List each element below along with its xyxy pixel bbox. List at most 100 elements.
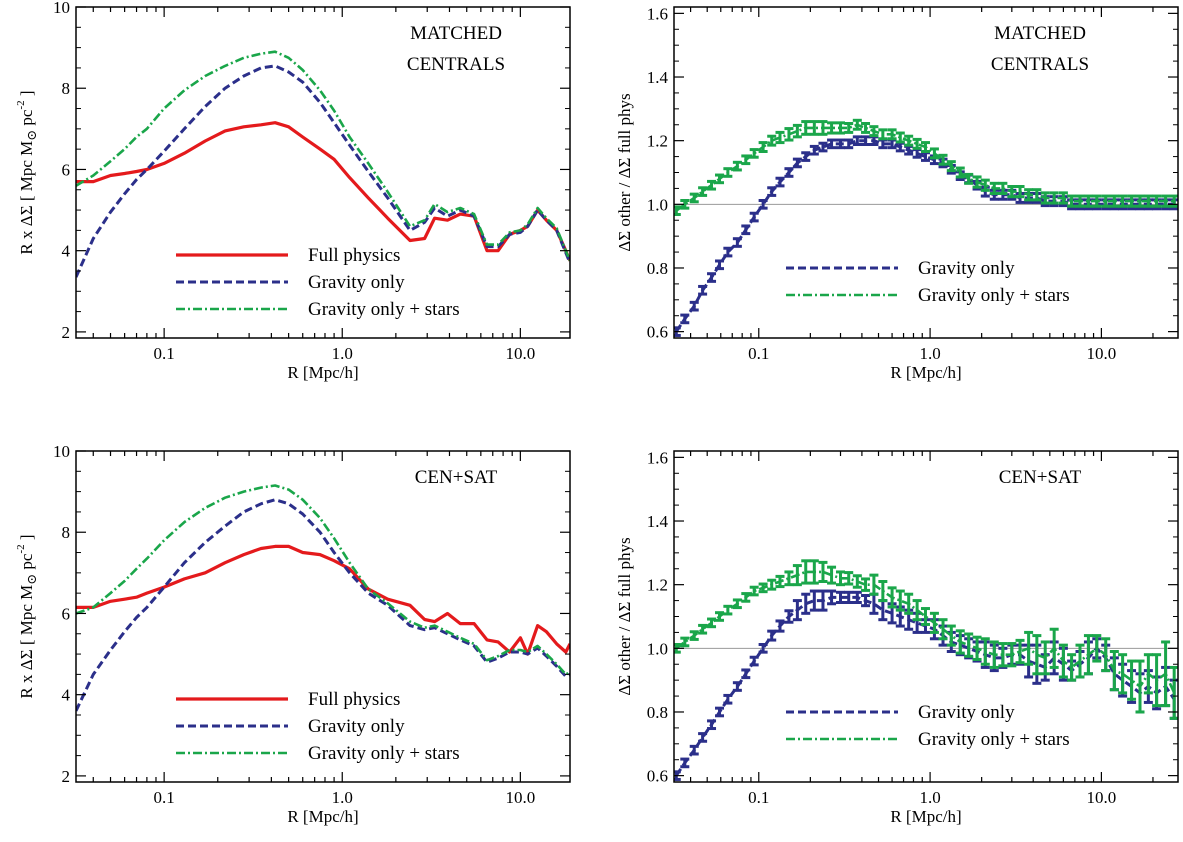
error-bar	[732, 237, 742, 248]
error-bar	[707, 719, 717, 731]
error-bar	[680, 313, 690, 325]
panel-annotation: CENTRALS	[991, 54, 1089, 75]
y-tick-label: 0.6	[647, 323, 668, 342]
error-bar	[784, 570, 794, 587]
error-bar	[1152, 194, 1162, 208]
y-axis-label-close: ]	[17, 90, 36, 100]
error-bar	[818, 120, 828, 136]
y-tick-label: 1.2	[647, 576, 668, 595]
y-axis-label-exponent: -2	[15, 100, 27, 109]
y-tick-label: 1.0	[647, 195, 668, 214]
legend-item: Gravity only + stars	[176, 299, 460, 320]
error-bar	[792, 157, 802, 169]
error-bar	[1118, 194, 1128, 208]
error-bar	[946, 160, 956, 173]
legend-label: Gravity only	[918, 702, 1015, 723]
error-bar	[1049, 191, 1059, 205]
error-bar	[1032, 188, 1042, 202]
panel-annotation: CEN+SAT	[415, 467, 498, 488]
error-bar	[801, 151, 811, 162]
legend-item: Gravity only	[786, 258, 1015, 279]
error-bar	[1024, 630, 1034, 666]
error-bar	[707, 179, 717, 191]
y-tick-label: 10	[53, 0, 70, 17]
legend-label: Gravity only	[308, 716, 405, 737]
y-axis-label-main: R x ΔΣ [ Mpc M	[17, 141, 36, 255]
error-bar	[878, 128, 888, 141]
legend-label: Full physics	[308, 689, 400, 710]
y-tick-label: 4	[62, 686, 71, 705]
error-bar	[698, 186, 708, 197]
error-bar	[1143, 653, 1153, 695]
error-bar	[784, 127, 794, 142]
panel-top-right: 0.1 1.0 10.0 0.6 0.8 1.0 1.2 1.4 1.6 R [Mpc/h] ΔΣ …	[615, 4, 1179, 382]
error-bar	[749, 211, 759, 223]
y-axis-label-close: ]	[17, 534, 36, 544]
x-tick-label: 0.1	[748, 788, 769, 807]
error-bar	[1127, 659, 1137, 701]
panel-annotation: MATCHED	[994, 23, 1086, 44]
error-bar	[749, 655, 759, 667]
error-bar	[732, 598, 742, 610]
error-bar	[792, 564, 802, 587]
error-bar	[707, 272, 717, 283]
legend-item: Gravity only	[176, 716, 405, 737]
error-bar	[912, 599, 922, 622]
error-bar	[749, 585, 759, 597]
panel-annotation: CENTRALS	[407, 54, 505, 75]
error-bar	[1101, 194, 1111, 208]
y-axis-label: ΔΣ other / ΔΣ full phys	[615, 93, 634, 251]
y-tick-label: 2	[62, 767, 71, 786]
error-bar	[715, 611, 725, 622]
error-bar	[1127, 194, 1137, 208]
error-bar	[674, 205, 681, 217]
panel-bottom-right: 0.1 1.0 10.0 0.6 0.8 1.0 1.2 1.4 1.6 R [Mpc/h] ΔΣ …	[615, 448, 1179, 826]
error-bar	[1083, 634, 1093, 676]
x-axis-label: R [Mpc/h]	[890, 363, 961, 382]
y-tick-label: 1.6	[647, 4, 668, 23]
error-bar	[792, 123, 802, 139]
error-bar	[715, 173, 725, 185]
error-bar	[1067, 653, 1077, 682]
legend-item: Gravity only + stars	[786, 285, 1070, 306]
error-bar	[758, 141, 768, 153]
series-gravity-only	[76, 64, 570, 278]
y-axis-label-sun: ⊙	[24, 130, 39, 141]
error-bar	[1161, 194, 1171, 208]
x-tick-label: 10.0	[1087, 344, 1117, 363]
y-axis-label: ΔΣ other / ΔΣ full phys	[615, 537, 634, 695]
y-tick-label: 6	[62, 604, 71, 623]
error-bar	[758, 199, 768, 210]
error-bar	[844, 590, 854, 604]
error-bar	[1083, 194, 1093, 208]
error-bar	[920, 141, 930, 153]
series-line	[76, 544, 570, 656]
y-tick-label: 6	[62, 160, 71, 179]
error-bar	[809, 120, 819, 136]
legend-item: Gravity only + stars	[176, 743, 460, 764]
error-bar	[698, 732, 708, 743]
error-bar	[1007, 185, 1017, 199]
y-tick-label: 1.4	[647, 68, 669, 87]
x-axis-label: R [Mpc/h]	[890, 807, 961, 826]
error-bar	[767, 578, 777, 591]
series-full-physics	[76, 121, 570, 262]
error-bar	[1092, 634, 1102, 663]
y-axis-label-main: ΔΣ other / ΔΣ full phys	[615, 93, 634, 251]
error-bar	[784, 609, 794, 624]
panel-top-left: 0.1 1.0 10.0 2 4 6 8 10 R [Mpc/h] R x ΔΣ [ Mpc M⊙…	[15, 0, 571, 382]
error-bar	[895, 589, 905, 612]
legend-label: Gravity only + stars	[308, 743, 460, 764]
legend-label: Gravity only + stars	[918, 729, 1070, 750]
error-bar	[818, 560, 828, 583]
error-bar	[1058, 643, 1068, 679]
legend-label: Gravity only + stars	[918, 285, 1070, 306]
x-tick-label: 0.1	[748, 344, 769, 363]
y-axis-label: R x ΔΣ [ Mpc M⊙ pc-2 ]	[15, 90, 39, 254]
error-bar	[861, 593, 871, 608]
error-bar	[715, 259, 725, 271]
error-bar	[1032, 634, 1042, 676]
error-bar	[784, 167, 794, 178]
error-bar	[767, 629, 777, 642]
